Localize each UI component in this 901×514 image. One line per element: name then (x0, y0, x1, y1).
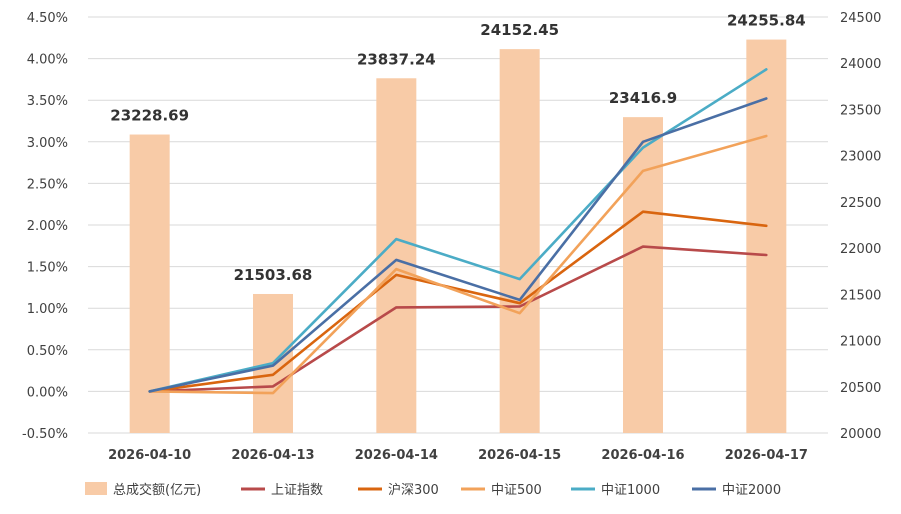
right-axis-tick-label: 23500 (840, 103, 881, 118)
x-axis-tick-label: 2026-04-14 (355, 448, 438, 463)
right-axis-tick-label: 24500 (840, 11, 881, 26)
x-axis-tick-label: 2026-04-15 (478, 448, 561, 463)
series-line (148, 245, 768, 393)
bar-data-label: 23837.24 (357, 50, 436, 68)
left-axis-tick-label: 0.50% (27, 344, 68, 359)
bar (129, 134, 170, 433)
right-axis-tick-label: 20000 (840, 427, 881, 442)
right-axis-tick-label: 22500 (840, 196, 881, 211)
x-axis-tick-label: 2026-04-10 (108, 448, 191, 463)
left-axis-tick-label: 1.00% (27, 302, 68, 317)
gridlines (88, 16, 828, 434)
bar (746, 39, 787, 434)
left-axis-tick-label: 1.50% (27, 261, 68, 276)
x-axis-tick-label: 2026-04-13 (231, 448, 314, 463)
left-axis-tick-label: 4.50% (27, 11, 68, 26)
left-axis-tick-label: 0.00% (27, 385, 68, 400)
bar-data-label: 24255.84 (727, 12, 806, 30)
legend-label: 上证指数 (271, 483, 323, 498)
bar-data-labels: 23228.69 21503.68 23837.24 24152.45 23416.9 2… (110, 12, 805, 284)
legend-label: 中证2000 (722, 483, 781, 498)
x-axis-tick-label: 2026-04-17 (725, 448, 808, 463)
bar-data-label: 24152.45 (480, 21, 559, 39)
right-axis-tick-label: 21500 (840, 288, 881, 303)
left-axis-tick-label: 4.00% (27, 53, 68, 68)
legend-label: 中证500 (491, 483, 542, 498)
series-line (148, 97, 768, 393)
series-line (148, 68, 768, 393)
right-axis-tick-label: 23000 (840, 150, 881, 165)
right-axis-tick-label: 20500 (840, 381, 881, 396)
left-axis-tick-label: 3.00% (27, 136, 68, 151)
legend-label: 沪深300 (388, 482, 439, 498)
right-axis-tick-label: 21000 (840, 335, 881, 350)
bar-data-label: 23416.9 (609, 89, 677, 107)
bar-data-label: 21503.68 (234, 266, 313, 284)
series-line (148, 210, 768, 393)
bar (499, 49, 540, 434)
series-line (148, 134, 768, 395)
x-axis-tick-label: 2026-04-16 (601, 448, 684, 463)
left-axis-ticks: -0.50% 0.00% 0.50% 1.00% 1.50% 2.00% 2.50% 3.00… (22, 11, 68, 442)
legend: 总成交额(亿元) 上证指数 沪深300 中证500 中证1000 中证2000 (85, 482, 781, 498)
legend-label: 总成交额(亿元) (113, 482, 201, 498)
line-series (148, 68, 768, 395)
left-axis-tick-label: 2.50% (27, 177, 68, 192)
right-axis-tick-label: 24000 (840, 57, 881, 72)
left-axis-tick-label: -0.50% (22, 427, 68, 442)
legend-label: 中证1000 (601, 483, 660, 498)
bar-series (129, 39, 787, 434)
right-axis-tick-label: 22000 (840, 242, 881, 257)
legend-swatch-bar (85, 482, 107, 495)
left-axis-tick-label: 2.00% (27, 219, 68, 234)
right-axis-ticks: 20000 20500 21000 21500 22000 22500 23000 23500… (840, 11, 881, 442)
bar (623, 117, 663, 433)
bar (376, 78, 417, 433)
left-axis-tick-label: 3.50% (27, 94, 68, 109)
x-axis-ticks: 2026-04-10 2026-04-13 2026-04-14 2026-04-15… (108, 448, 808, 463)
bar-data-label: 23228.69 (110, 107, 189, 125)
